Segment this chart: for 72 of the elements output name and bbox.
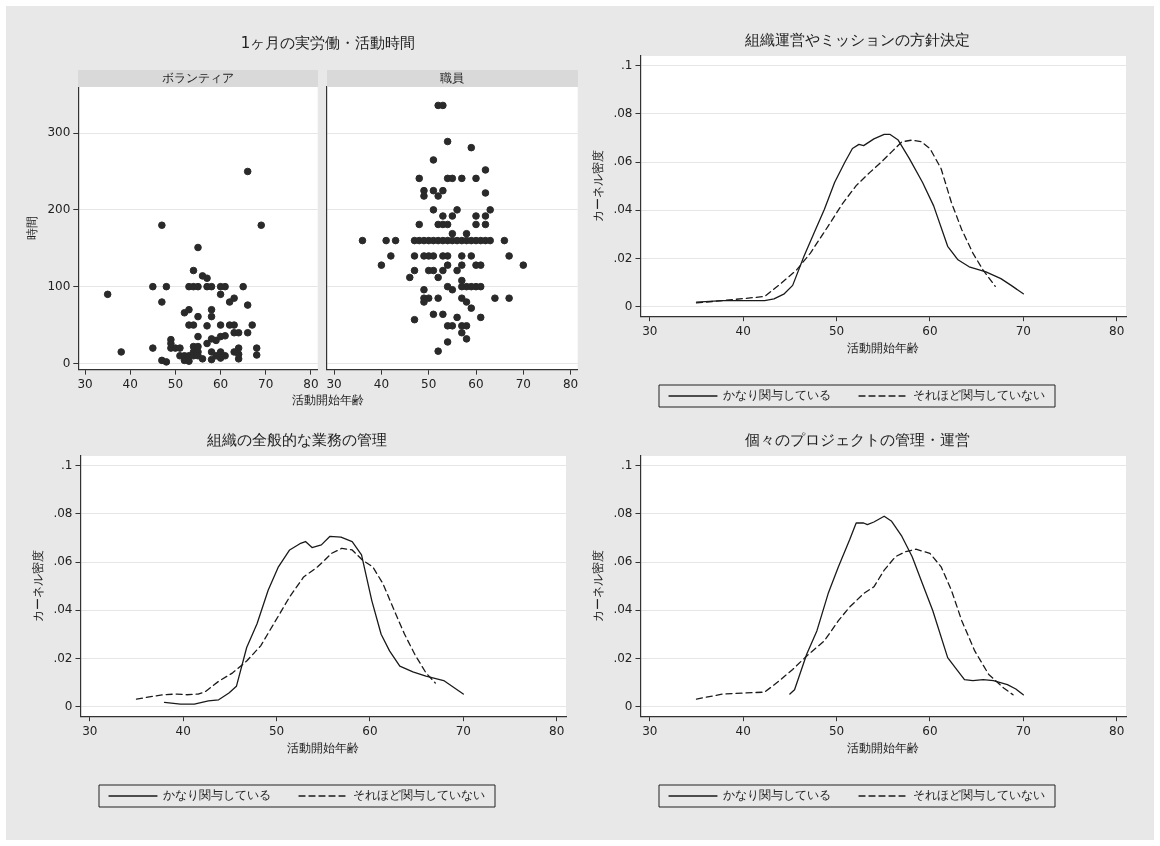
y-tick-label: .1 [621,457,633,472]
y-tick-label: 200 [47,201,71,216]
y-tick-label: .08 [613,105,633,120]
x-tick-label: 50 [268,723,285,738]
y-tick-label: 100 [47,278,71,293]
y-tick-label: .02 [613,650,633,665]
x-tick-label: 40 [373,376,390,391]
y-tick-label: .02 [53,650,73,665]
x-tick-label: 80 [562,376,579,391]
y-tick-label: .06 [53,554,73,569]
x-tick-label: 50 [828,723,845,738]
y-axis-title: カーネル密度 [31,550,46,623]
y-axis-title: カーネル密度 [591,550,606,623]
x-tick-label: 60 [922,323,938,338]
y-tick-label: 300 [47,125,71,140]
y-tick-label: .1 [61,457,73,472]
y-tick-label: .04 [613,202,633,217]
legend-label: それほど関与していない [913,388,1045,403]
x-tick-label: 70 [1015,323,1031,338]
x-axis-title: 活動開始年齢 [287,740,360,755]
y-tick-label: .04 [53,602,73,617]
y-tick-label: .06 [613,154,633,169]
chart-title: 組織運営やミッションの方針決定 [743,30,970,49]
x-tick-label: 40 [735,323,751,338]
y-tick-label: .06 [613,554,633,569]
x-tick-label: 70 [455,723,471,738]
y-tick-label: .08 [613,505,633,520]
x-tick-label: 70 [1015,723,1031,738]
y-tick-label: 0 [62,355,71,370]
chart-title: 組織の全般的な業務の管理 [206,430,387,449]
x-tick-label: 30 [642,723,658,738]
x-axis-title: 活動開始年齢 [847,740,920,755]
x-axis-title: 活動開始年齢 [847,340,920,355]
x-tick-label: 80 [549,723,565,738]
x-tick-label: 60 [922,723,938,738]
x-tick-label: 50 [167,376,184,391]
legend-label: かなり関与している [723,388,831,403]
legend-label: それほど関与していない [353,788,485,803]
y-tick-label: 0 [624,698,633,713]
x-tick-label: 30 [82,723,98,738]
legend-label: それほど関与していない [913,788,1045,803]
y-tick-label: 0 [624,298,633,313]
x-tick-label: 70 [258,376,274,391]
x-tick-label: 40 [735,723,751,738]
x-tick-label: 80 [303,376,319,391]
y-axis-title: 時間 [25,216,40,241]
y-axis-title: カーネル密度 [591,150,606,223]
x-tick-label: 50 [828,323,845,338]
x-tick-label: 60 [468,376,484,391]
x-axis-title: 活動開始年齢 [291,391,365,409]
legend-label: かなり関与している [163,788,271,803]
x-tick-label: 70 [515,376,531,391]
chart-title: 1ヶ月の実労働・活動時間 [239,34,417,53]
x-tick-label: 60 [362,723,378,738]
x-tick-label: 60 [212,376,229,391]
y-tick-label: .08 [53,505,73,520]
x-tick-label: 40 [122,376,138,391]
y-tick-label: 0 [64,698,73,713]
x-tick-label: 80 [1109,723,1125,738]
legend-label: かなり関与している [723,788,831,803]
x-tick-label: 50 [421,376,437,391]
chart-subtitle: ボランティア [78,70,318,87]
y-tick-label: .04 [613,602,633,617]
chart-subtitle: 職員 [327,70,578,87]
x-tick-label: 30 [77,376,93,391]
x-tick-label: 30 [326,376,342,391]
y-tick-label: .02 [613,250,633,265]
y-tick-label: .1 [621,57,633,72]
chart-title: 個々のプロジェクトの管理・運営 [744,430,970,449]
x-tick-label: 30 [642,323,658,338]
x-tick-label: 40 [175,723,191,738]
x-tick-label: 80 [1109,323,1125,338]
